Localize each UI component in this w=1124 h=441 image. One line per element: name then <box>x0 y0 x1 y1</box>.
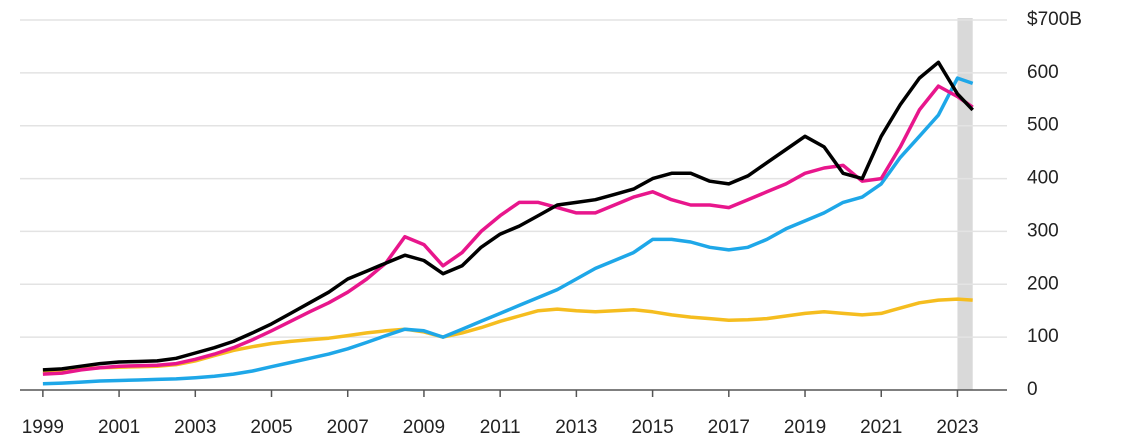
x-tick-label: 1999 <box>22 417 64 438</box>
y-tick-label: 100 <box>1027 326 1059 347</box>
y-tick-label: 600 <box>1027 62 1059 83</box>
y-tick-label: 300 <box>1027 220 1059 241</box>
y-tick-label: $700B <box>1027 9 1082 30</box>
y-tick-label: 0 <box>1027 379 1038 400</box>
x-tick-label: 2013 <box>555 417 597 438</box>
x-tick-label: 2019 <box>784 417 826 438</box>
x-tick-label: 2009 <box>403 417 445 438</box>
data-line <box>42 84 974 376</box>
x-tick-label: 2005 <box>250 417 292 438</box>
x-tick-label: 2015 <box>631 417 673 438</box>
x-tick-label: 2007 <box>327 417 369 438</box>
y-tick-label: 400 <box>1027 168 1059 189</box>
x-tick-label: 2003 <box>174 417 216 438</box>
x-tick-label: 2023 <box>936 417 978 438</box>
shaded-band <box>957 18 973 390</box>
y-tick-label: 500 <box>1027 115 1059 136</box>
x-tick-label: 2017 <box>708 417 750 438</box>
y-tick-label: 200 <box>1027 273 1059 294</box>
x-tick-label: 2021 <box>860 417 902 438</box>
data-line <box>42 60 974 372</box>
data-line <box>42 76 974 386</box>
x-tick-label: 2001 <box>98 417 140 438</box>
x-tick-label: 2011 <box>480 417 521 438</box>
